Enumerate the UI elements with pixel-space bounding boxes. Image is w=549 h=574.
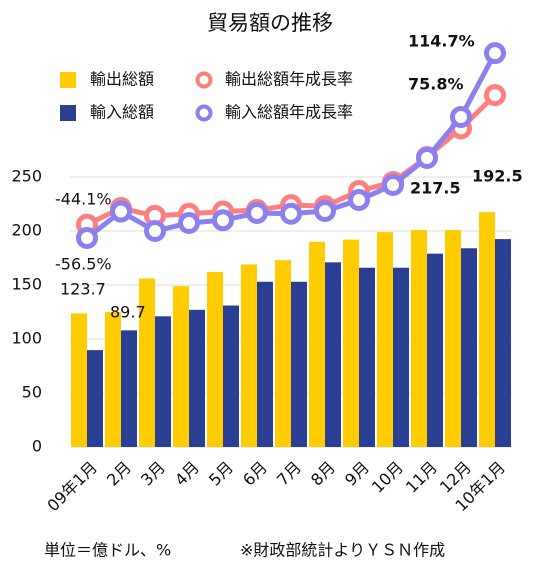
x-tick-label: 8月 xyxy=(307,458,339,490)
data-label: 89.7 xyxy=(110,303,146,322)
legend-swatch xyxy=(60,105,76,121)
legend-swatch xyxy=(60,72,76,88)
marker xyxy=(348,189,370,212)
x-tick-label: 09年1月 xyxy=(43,458,101,516)
data-label: 75.8% xyxy=(408,75,464,94)
bar xyxy=(427,253,443,447)
marker xyxy=(212,209,234,232)
x-tick-label: 7月 xyxy=(273,458,305,490)
marker xyxy=(144,220,166,242)
footnote: 単位＝億ドル、% xyxy=(44,541,171,560)
marker xyxy=(416,146,438,169)
y-tick-label: 200 xyxy=(11,221,42,240)
legend-label: 輸入総額年成長率 xyxy=(225,103,353,122)
bar xyxy=(121,330,137,447)
marker xyxy=(246,201,268,224)
bar xyxy=(479,212,495,447)
marker xyxy=(382,173,404,196)
x-tick-label: 3月 xyxy=(137,458,169,490)
bar xyxy=(377,232,393,447)
data-label: 114.7% xyxy=(408,32,475,51)
x-tick-label: 4月 xyxy=(171,458,203,490)
bar xyxy=(445,229,461,447)
bar xyxy=(393,267,409,447)
bar xyxy=(411,229,427,447)
bar xyxy=(275,260,291,447)
y-tick-label: 100 xyxy=(11,329,42,348)
bar xyxy=(343,239,359,447)
bar xyxy=(359,267,375,447)
legend-swatch xyxy=(195,71,213,89)
bar xyxy=(495,239,511,447)
legend-label: 輸入総額 xyxy=(90,103,154,122)
marker xyxy=(280,202,302,225)
footnote: ※財政部統計よりＹＳＮ作成 xyxy=(240,541,445,560)
marker xyxy=(76,227,98,250)
bar xyxy=(325,262,341,447)
marker xyxy=(484,84,506,107)
bar xyxy=(155,316,171,447)
marker xyxy=(178,212,200,235)
bar xyxy=(87,350,103,447)
bar xyxy=(309,241,325,447)
marker xyxy=(484,42,506,65)
bar xyxy=(257,281,273,447)
x-tick-label: 2月 xyxy=(103,458,135,490)
bar xyxy=(105,312,121,447)
bar xyxy=(71,313,87,447)
y-tick-label: 50 xyxy=(22,383,42,402)
legend-label: 輸出総額年成長率 xyxy=(225,70,353,89)
y-tick-label: 0 xyxy=(32,437,42,456)
bar xyxy=(207,272,223,447)
y-tick-label: 150 xyxy=(11,275,42,294)
data-label: -56.5% xyxy=(55,255,112,274)
bar xyxy=(291,281,307,447)
bar xyxy=(241,264,257,447)
x-tick-label: 10月 xyxy=(368,458,407,497)
marker xyxy=(110,200,132,223)
x-tick-label: 5月 xyxy=(205,458,237,490)
data-label: 192.5 xyxy=(472,167,523,186)
x-tick-label: 11月 xyxy=(402,458,441,497)
x-tick-label: 6月 xyxy=(239,458,271,490)
bar xyxy=(189,309,205,447)
legend-label: 輸出総額 xyxy=(90,70,154,89)
marker xyxy=(450,105,472,128)
bar xyxy=(139,278,155,447)
data-label: -44.1% xyxy=(55,190,112,209)
bar xyxy=(223,305,239,447)
bar xyxy=(173,286,189,447)
data-label: 217.5 xyxy=(410,179,461,198)
bar xyxy=(461,248,477,447)
y-tick-label: 250 xyxy=(11,167,42,186)
data-label: 123.7 xyxy=(60,280,106,299)
chart-title: 貿易額の推移 xyxy=(207,11,333,35)
legend-swatch xyxy=(195,104,213,122)
marker xyxy=(314,200,336,223)
